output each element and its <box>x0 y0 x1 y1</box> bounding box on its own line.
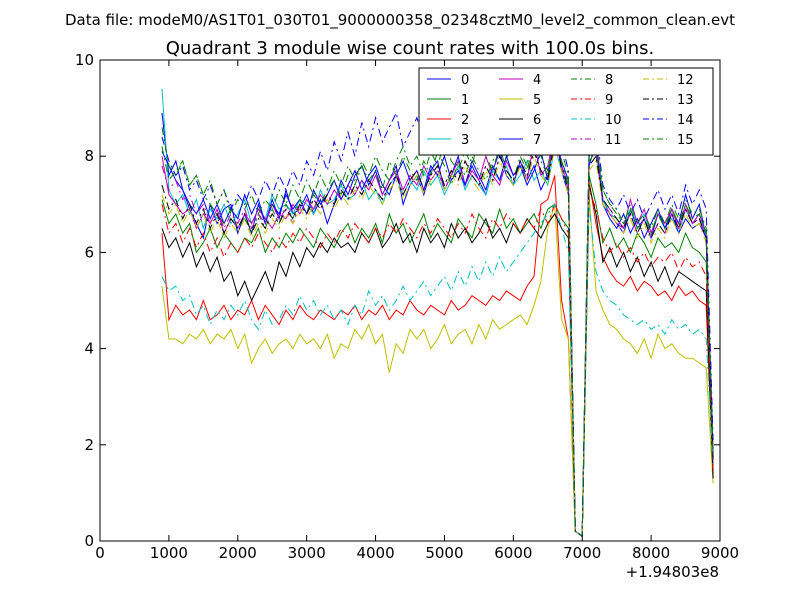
series-1-line <box>161 175 714 538</box>
series-8-line <box>161 127 714 538</box>
x-tick-label: 5000 <box>425 544 463 562</box>
axis-ticks: 0 1000 2000 3000 4000 5000 6000 7000 8000 9000 0 2 4… <box>75 51 739 562</box>
series-13-line <box>161 141 714 538</box>
legend-box <box>418 67 714 156</box>
x-tick-label: 4000 <box>356 544 394 562</box>
legend-label-0: 0 <box>461 73 469 88</box>
legend-label-2: 2 <box>461 113 469 128</box>
series-2-line <box>161 175 714 538</box>
legend-label-7: 7 <box>533 133 541 148</box>
legend-label-10: 10 <box>605 113 622 128</box>
legend-label-14: 14 <box>677 113 694 128</box>
chart-title: Quadrant 3 module wise count rates with … <box>166 38 655 59</box>
legend-label-5: 5 <box>533 93 541 108</box>
chart-suptitle: Data file: modeM0/AS1T01_030T01_90000003… <box>65 11 735 30</box>
x-tick-label: 8000 <box>632 544 670 562</box>
legend-label-4: 4 <box>533 73 541 88</box>
series-5-line <box>161 194 714 538</box>
legend-label-3: 3 <box>461 133 469 148</box>
legend-label-15: 15 <box>677 133 694 148</box>
x-tick-label: 2000 <box>219 544 257 562</box>
x-tick-label: 6000 <box>494 544 532 562</box>
x-tick-label: 0 <box>95 544 105 562</box>
y-tick-label: 6 <box>84 243 94 261</box>
legend-label-11: 11 <box>605 133 622 148</box>
plot-frame <box>99 59 721 542</box>
y-tick-label: 4 <box>84 340 94 358</box>
x-tick-label: 7000 <box>563 544 601 562</box>
series-9-line <box>161 189 714 538</box>
y-tick-label: 8 <box>84 147 94 165</box>
legend-label-6: 6 <box>533 113 541 128</box>
series-0-line <box>161 112 714 538</box>
legend-label-13: 13 <box>677 93 694 108</box>
legend-label-1: 1 <box>461 93 469 108</box>
y-tick-label: 0 <box>84 532 94 550</box>
y-tick-label: 10 <box>75 51 94 69</box>
y-tick-label: 2 <box>84 436 94 454</box>
x-tick-label: 3000 <box>288 544 326 562</box>
series-15-line <box>161 112 714 538</box>
x-offset-label: +1.94803e8 <box>626 563 719 581</box>
x-tick-label: 1000 <box>150 544 188 562</box>
series-layer <box>161 88 714 538</box>
series-6-line <box>161 184 714 538</box>
series-12-line <box>161 146 714 538</box>
legend-label-9: 9 <box>605 93 613 108</box>
legend-label-8: 8 <box>605 73 613 88</box>
x-tick-label: 9000 <box>701 544 739 562</box>
legend-label-12: 12 <box>677 73 694 88</box>
